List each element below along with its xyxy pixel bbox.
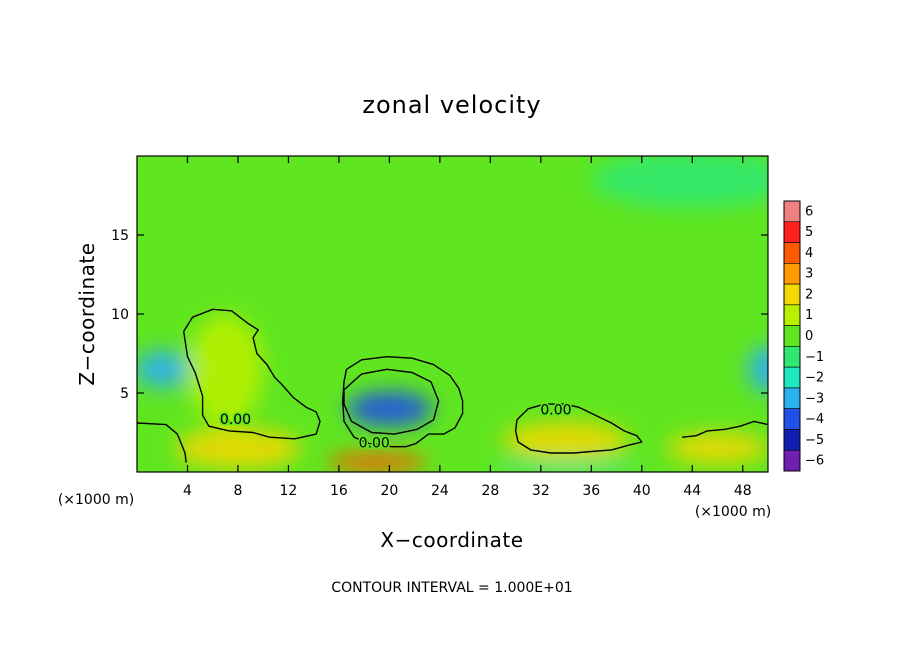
contour-label-1: 0.00 xyxy=(359,436,390,452)
x-tick-label: 28 xyxy=(481,483,499,499)
field-feature-5 xyxy=(667,432,768,465)
colorbar-swatch xyxy=(783,283,801,306)
contour-line-0 xyxy=(183,308,321,440)
field-feature-1 xyxy=(747,345,768,393)
y-tick-label: 15 xyxy=(111,228,129,244)
plot-area: 0.00 0.00 0.00 xyxy=(137,156,768,472)
field-feature-2 xyxy=(346,391,433,427)
colorbar-swatch xyxy=(783,221,801,243)
chart-title: zonal velocity xyxy=(362,91,541,119)
y-tick-label: 10 xyxy=(111,307,129,323)
x-tick-label: 44 xyxy=(683,483,701,499)
x-tick-label: 40 xyxy=(633,483,651,499)
colorbar-label: −3 xyxy=(805,391,824,406)
contour-label-3: 0.00 xyxy=(540,402,571,418)
x-tick-label: 20 xyxy=(380,483,398,499)
x-axis-title: X−coordinate xyxy=(380,528,523,552)
x-unit-label-left: (×1000 m) xyxy=(58,492,134,508)
colorbar-swatch xyxy=(783,387,801,409)
contour-line-1 xyxy=(342,356,464,448)
colorbar-swatch xyxy=(783,242,801,264)
field-feature-0 xyxy=(137,350,190,389)
contour-line-5 xyxy=(682,420,768,438)
x-tick-label: 12 xyxy=(280,483,298,499)
colorbar-swatch xyxy=(783,449,801,472)
colorbar-swatch xyxy=(783,304,801,326)
x-tick-label: 32 xyxy=(532,483,550,499)
velocity-field xyxy=(137,156,768,472)
contour-line-4 xyxy=(137,422,187,463)
y-axis-title: Z−coordinate xyxy=(75,242,99,385)
field-feature-6 xyxy=(174,427,302,469)
colorbar-label: 6 xyxy=(805,204,813,219)
x-axis: 4 8 12 16 20 24 28 32 36 40 44 48 xyxy=(183,156,752,499)
colorbar-label: 3 xyxy=(805,267,813,282)
contour-line-3 xyxy=(514,403,643,454)
colorbar: 6 5 4 3 2 1 0 −1 −2 −3 −4 −5 −6 xyxy=(783,200,824,472)
colorbar-label: −6 xyxy=(805,454,824,469)
field-feature-8 xyxy=(591,156,768,209)
colorbar-label: 1 xyxy=(805,308,813,323)
field-feature-3 xyxy=(326,453,428,472)
colorbar-swatch xyxy=(783,200,801,223)
x-tick-label: 16 xyxy=(330,483,348,499)
x-tick-label: 4 xyxy=(183,483,192,499)
field-background xyxy=(137,156,768,472)
colorbar-label: −2 xyxy=(805,371,824,386)
colorbar-swatch xyxy=(783,366,801,389)
x-tick-label: 48 xyxy=(734,483,752,499)
colorbar-frame xyxy=(783,200,801,472)
contour-line-2 xyxy=(343,368,440,435)
x-tick-label: 24 xyxy=(431,483,449,499)
colorbar-label: −5 xyxy=(805,433,824,448)
field-feature-9 xyxy=(490,464,642,472)
colorbar-label: 4 xyxy=(805,246,813,261)
colorbar-swatch xyxy=(783,346,801,368)
colorbar-label: 0 xyxy=(805,329,813,344)
colorbar-label: −4 xyxy=(805,412,824,427)
contour-label-0: 0.00 xyxy=(220,412,251,428)
y-axis: 5 10 15 xyxy=(111,228,768,402)
colorbar-label: 5 xyxy=(805,225,813,240)
colorbar-swatch xyxy=(783,325,801,347)
colorbar-label: −1 xyxy=(805,350,824,365)
field-feature-7 xyxy=(187,314,264,425)
colorbar-label: 2 xyxy=(805,287,813,302)
y-tick-label: 5 xyxy=(120,386,129,402)
x-tick-label: 8 xyxy=(233,483,242,499)
contour-interval-note: CONTOUR INTERVAL = 1.000E+01 xyxy=(331,580,572,596)
contour-lines: 0.00 0.00 0.00 xyxy=(137,308,768,463)
x-tick-label: 36 xyxy=(582,483,600,499)
colorbar-swatch xyxy=(783,429,801,451)
x-unit-label-right: (×1000 m) xyxy=(695,504,771,520)
colorbar-swatch xyxy=(783,263,801,285)
colorbar-swatch xyxy=(783,408,801,430)
